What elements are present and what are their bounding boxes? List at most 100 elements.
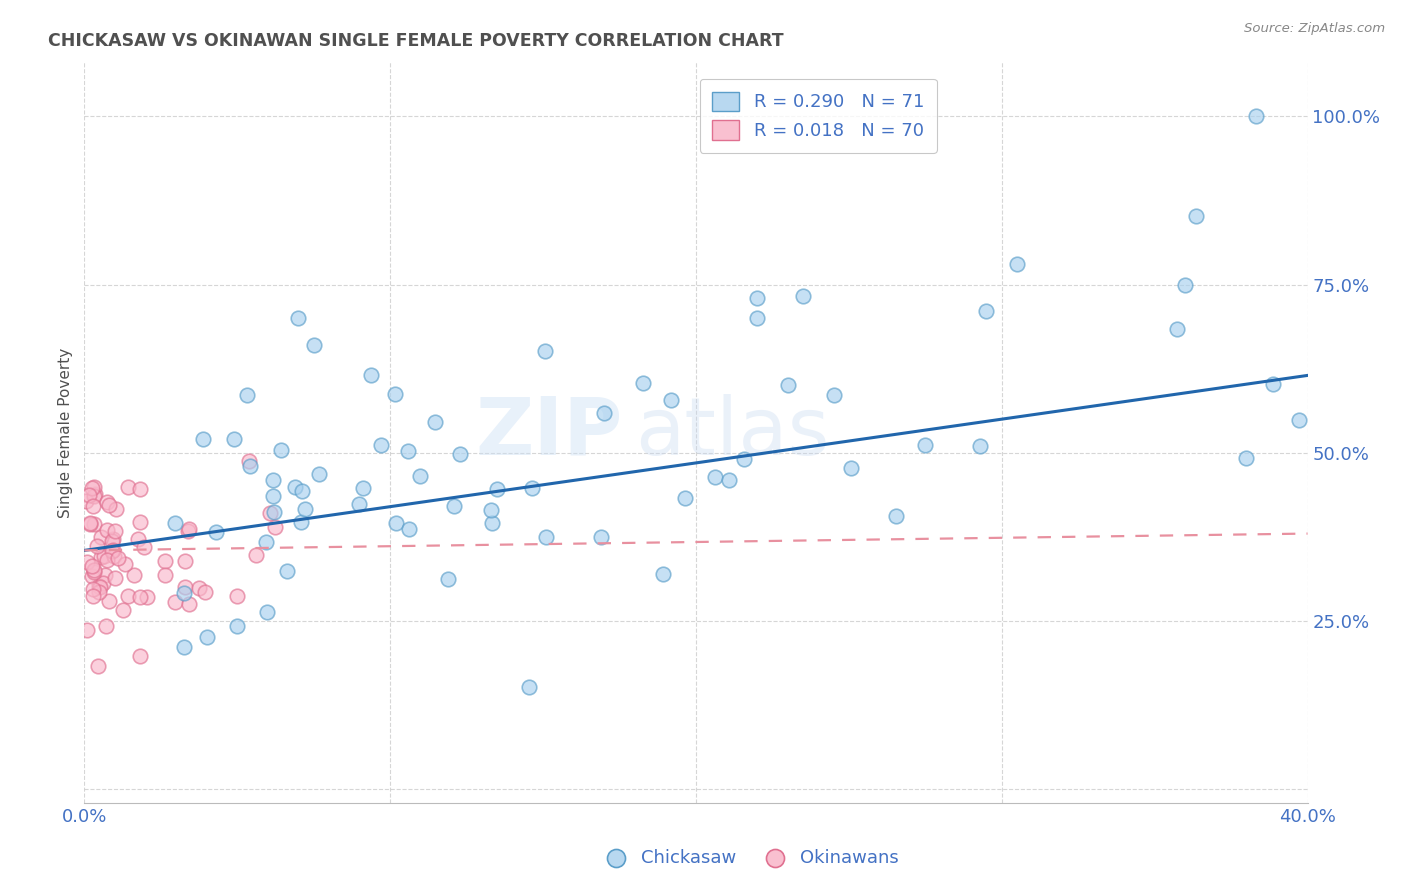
Point — [177, 524, 200, 538]
Point — [254, 535, 277, 549]
Point — [83, 565, 105, 579]
Point — [1244, 109, 1267, 123]
Point — [238, 453, 260, 467]
Point — [127, 533, 149, 547]
Point — [222, 432, 245, 446]
Point — [1166, 322, 1188, 336]
Point — [823, 388, 845, 402]
Point — [194, 585, 217, 599]
Point — [385, 516, 408, 531]
Point — [173, 640, 195, 655]
Point — [262, 473, 284, 487]
Point — [631, 376, 654, 391]
Point — [205, 524, 228, 539]
Point — [163, 516, 186, 530]
Text: ZIP: ZIP — [475, 393, 623, 472]
Point — [256, 605, 278, 619]
Point — [443, 499, 465, 513]
Text: Chickasaw: Chickasaw — [641, 849, 737, 867]
Point — [263, 505, 285, 519]
Point — [76, 555, 98, 569]
Point — [839, 461, 862, 475]
Point — [792, 289, 814, 303]
Point — [91, 576, 114, 591]
Point — [270, 443, 292, 458]
Point — [83, 489, 105, 503]
Point — [287, 311, 309, 326]
Point — [79, 516, 101, 530]
Point — [747, 311, 769, 326]
Point — [370, 437, 392, 451]
Point — [155, 554, 177, 568]
Point — [425, 415, 447, 429]
Point — [264, 520, 287, 534]
Point — [96, 619, 118, 633]
Point — [481, 516, 503, 530]
Point — [239, 459, 262, 474]
Point — [96, 553, 118, 567]
Point — [174, 581, 197, 595]
Point — [117, 480, 139, 494]
Point — [352, 481, 374, 495]
Legend: R = 0.290   N = 71, R = 0.018   N = 70: R = 0.290 N = 71, R = 0.018 N = 70 — [700, 78, 936, 153]
Point — [105, 502, 128, 516]
Point — [1005, 257, 1028, 271]
Point — [80, 558, 103, 573]
Point — [449, 446, 471, 460]
Point — [284, 479, 307, 493]
Point — [591, 530, 613, 544]
Point — [173, 585, 195, 599]
Point — [94, 568, 117, 582]
Point — [396, 443, 419, 458]
Point — [101, 532, 124, 546]
Point — [675, 491, 697, 506]
Point — [225, 619, 247, 633]
Point — [437, 572, 460, 586]
Point — [294, 502, 316, 516]
Point — [1234, 451, 1257, 466]
Point — [976, 304, 998, 318]
Point — [114, 558, 136, 572]
Point — [117, 590, 139, 604]
Point — [226, 589, 249, 603]
Point — [520, 481, 543, 495]
Text: CHICKASAW VS OKINAWAN SINGLE FEMALE POVERTY CORRELATION CHART: CHICKASAW VS OKINAWAN SINGLE FEMALE POVE… — [48, 32, 783, 50]
Point — [90, 549, 112, 564]
Point — [173, 554, 195, 568]
Point — [384, 387, 406, 401]
Point — [165, 595, 187, 609]
Point — [96, 494, 118, 508]
Point — [82, 481, 104, 495]
Point — [969, 439, 991, 453]
Point — [129, 590, 152, 604]
Point — [659, 393, 682, 408]
Point — [87, 659, 110, 673]
Point — [103, 543, 125, 558]
Point — [276, 565, 298, 579]
Point — [1174, 277, 1197, 292]
Point — [83, 486, 105, 500]
Point — [90, 530, 112, 544]
Point — [360, 368, 382, 382]
Point — [236, 388, 259, 402]
Point — [187, 581, 209, 595]
Point — [82, 568, 104, 582]
Point — [153, 568, 176, 582]
Point — [1184, 209, 1206, 223]
Point — [82, 590, 104, 604]
Point — [347, 497, 370, 511]
Point — [290, 516, 312, 530]
Point — [79, 516, 101, 531]
Point — [534, 530, 557, 544]
Point — [96, 523, 118, 537]
Point — [259, 506, 281, 520]
Point — [398, 522, 420, 536]
Point — [1263, 376, 1285, 391]
Point — [191, 433, 214, 447]
Point — [245, 549, 267, 563]
Point — [111, 603, 134, 617]
Point — [129, 482, 152, 496]
Point — [101, 533, 124, 548]
Point — [104, 571, 127, 585]
Point — [733, 452, 755, 467]
